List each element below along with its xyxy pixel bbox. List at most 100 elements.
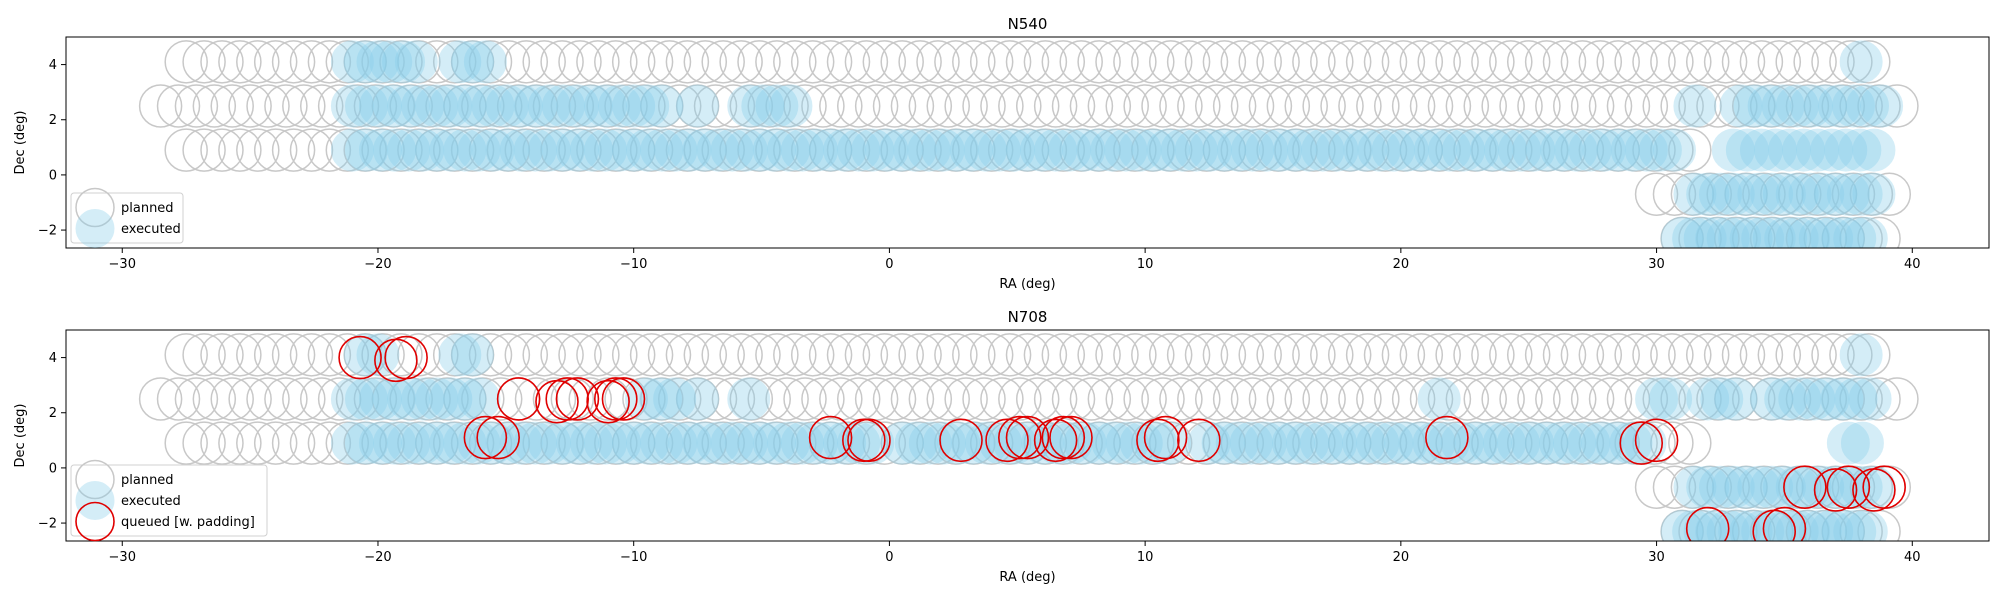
planned-point bbox=[647, 128, 692, 172]
executed-point bbox=[1610, 128, 1654, 172]
queued-point bbox=[1041, 415, 1086, 460]
executed-point bbox=[963, 128, 1007, 172]
planned-point bbox=[1435, 421, 1479, 465]
planned-point bbox=[450, 40, 495, 84]
executed-point bbox=[1798, 216, 1842, 248]
planned-point bbox=[890, 84, 935, 128]
planned-point bbox=[1785, 509, 1830, 541]
planned-point bbox=[138, 377, 183, 421]
executed-point bbox=[499, 84, 543, 128]
queued-point bbox=[1783, 465, 1827, 510]
planned-point bbox=[1417, 40, 1461, 84]
planned-point bbox=[1739, 333, 1784, 377]
planned-point bbox=[361, 421, 405, 465]
executed-point bbox=[343, 40, 387, 84]
executed-point bbox=[1398, 421, 1442, 465]
executed-point bbox=[513, 421, 557, 465]
executed-point bbox=[457, 377, 501, 421]
planned-point bbox=[1166, 333, 1211, 377]
planned-point bbox=[640, 377, 684, 421]
executed-point bbox=[766, 128, 810, 172]
planned-point bbox=[1113, 421, 1157, 465]
planned-point bbox=[1363, 128, 1408, 172]
executed-point bbox=[1796, 128, 1840, 172]
planned-point bbox=[880, 40, 924, 84]
planned-point bbox=[200, 40, 244, 84]
x-tick-label: 40 bbox=[1904, 550, 1921, 565]
queued-point bbox=[555, 377, 600, 421]
planned-point bbox=[801, 84, 845, 128]
planned-point bbox=[1706, 465, 1750, 509]
planned-point bbox=[683, 333, 728, 377]
executed-point bbox=[1729, 216, 1773, 248]
planned-point bbox=[1588, 377, 1633, 421]
planned-point bbox=[773, 421, 817, 465]
planned-point bbox=[1194, 84, 1239, 128]
planned-point bbox=[218, 333, 262, 377]
planned-point bbox=[478, 377, 523, 421]
executed-point bbox=[598, 128, 642, 172]
executed-point bbox=[1104, 128, 1148, 172]
planned-point bbox=[343, 333, 387, 377]
planned-point bbox=[1760, 172, 1804, 216]
planned-point bbox=[711, 377, 756, 421]
executed-point bbox=[1817, 84, 1861, 128]
planned-point bbox=[317, 377, 362, 421]
planned-point bbox=[1535, 84, 1579, 128]
planned-point bbox=[218, 421, 262, 465]
executed-point bbox=[865, 128, 909, 172]
planned-point bbox=[1596, 333, 1640, 377]
executed-point bbox=[415, 421, 459, 465]
executed-point bbox=[1287, 128, 1331, 172]
planned-point bbox=[1749, 377, 1794, 421]
planned-point bbox=[576, 40, 620, 84]
planned-point bbox=[253, 40, 298, 84]
planned-point bbox=[1399, 421, 1444, 465]
executed-point bbox=[1245, 128, 1289, 172]
planned-point bbox=[1059, 421, 1103, 465]
planned-point bbox=[307, 40, 352, 84]
planned-point bbox=[934, 421, 978, 465]
executed-point bbox=[1826, 172, 1870, 216]
planned-point bbox=[379, 40, 423, 84]
executed-point bbox=[387, 84, 431, 128]
executed-point bbox=[429, 421, 473, 465]
executed-point bbox=[1660, 509, 1704, 541]
plot-area bbox=[138, 40, 1919, 248]
planned-point bbox=[1320, 377, 1364, 421]
planned-point bbox=[844, 333, 889, 377]
planned-point bbox=[486, 128, 531, 172]
y-tick-label: −2 bbox=[38, 517, 57, 532]
planned-point bbox=[379, 421, 423, 465]
planned-point bbox=[1212, 84, 1257, 128]
executed-point bbox=[1852, 172, 1896, 216]
planned-point bbox=[1785, 84, 1830, 128]
executed-point bbox=[457, 84, 501, 128]
planned-point bbox=[335, 84, 380, 128]
planned-point bbox=[253, 128, 298, 172]
executed-point bbox=[1768, 128, 1812, 172]
planned-point bbox=[980, 84, 1024, 128]
series-planned bbox=[138, 40, 1919, 248]
planned-point bbox=[1757, 40, 1802, 84]
planned-point bbox=[200, 421, 244, 465]
legend-marker-queued bbox=[75, 501, 115, 542]
planned-point bbox=[1202, 421, 1247, 465]
planned-point bbox=[1417, 333, 1461, 377]
queued-point bbox=[1826, 465, 1871, 510]
planned-point bbox=[1363, 421, 1408, 465]
planned-point bbox=[790, 128, 835, 172]
planned-point bbox=[1284, 84, 1328, 128]
planned-point bbox=[1069, 377, 1114, 421]
planned-point bbox=[1778, 172, 1822, 216]
planned-point bbox=[898, 40, 942, 84]
planned-point bbox=[236, 421, 280, 465]
planned-point bbox=[1517, 377, 1561, 421]
executed-point bbox=[1468, 421, 1512, 465]
planned-point bbox=[1471, 421, 1515, 465]
planned-point bbox=[1327, 333, 1372, 377]
executed-point bbox=[823, 128, 867, 172]
planned-point bbox=[1077, 421, 1121, 465]
planned-point bbox=[568, 377, 612, 421]
planned-point bbox=[665, 421, 710, 465]
